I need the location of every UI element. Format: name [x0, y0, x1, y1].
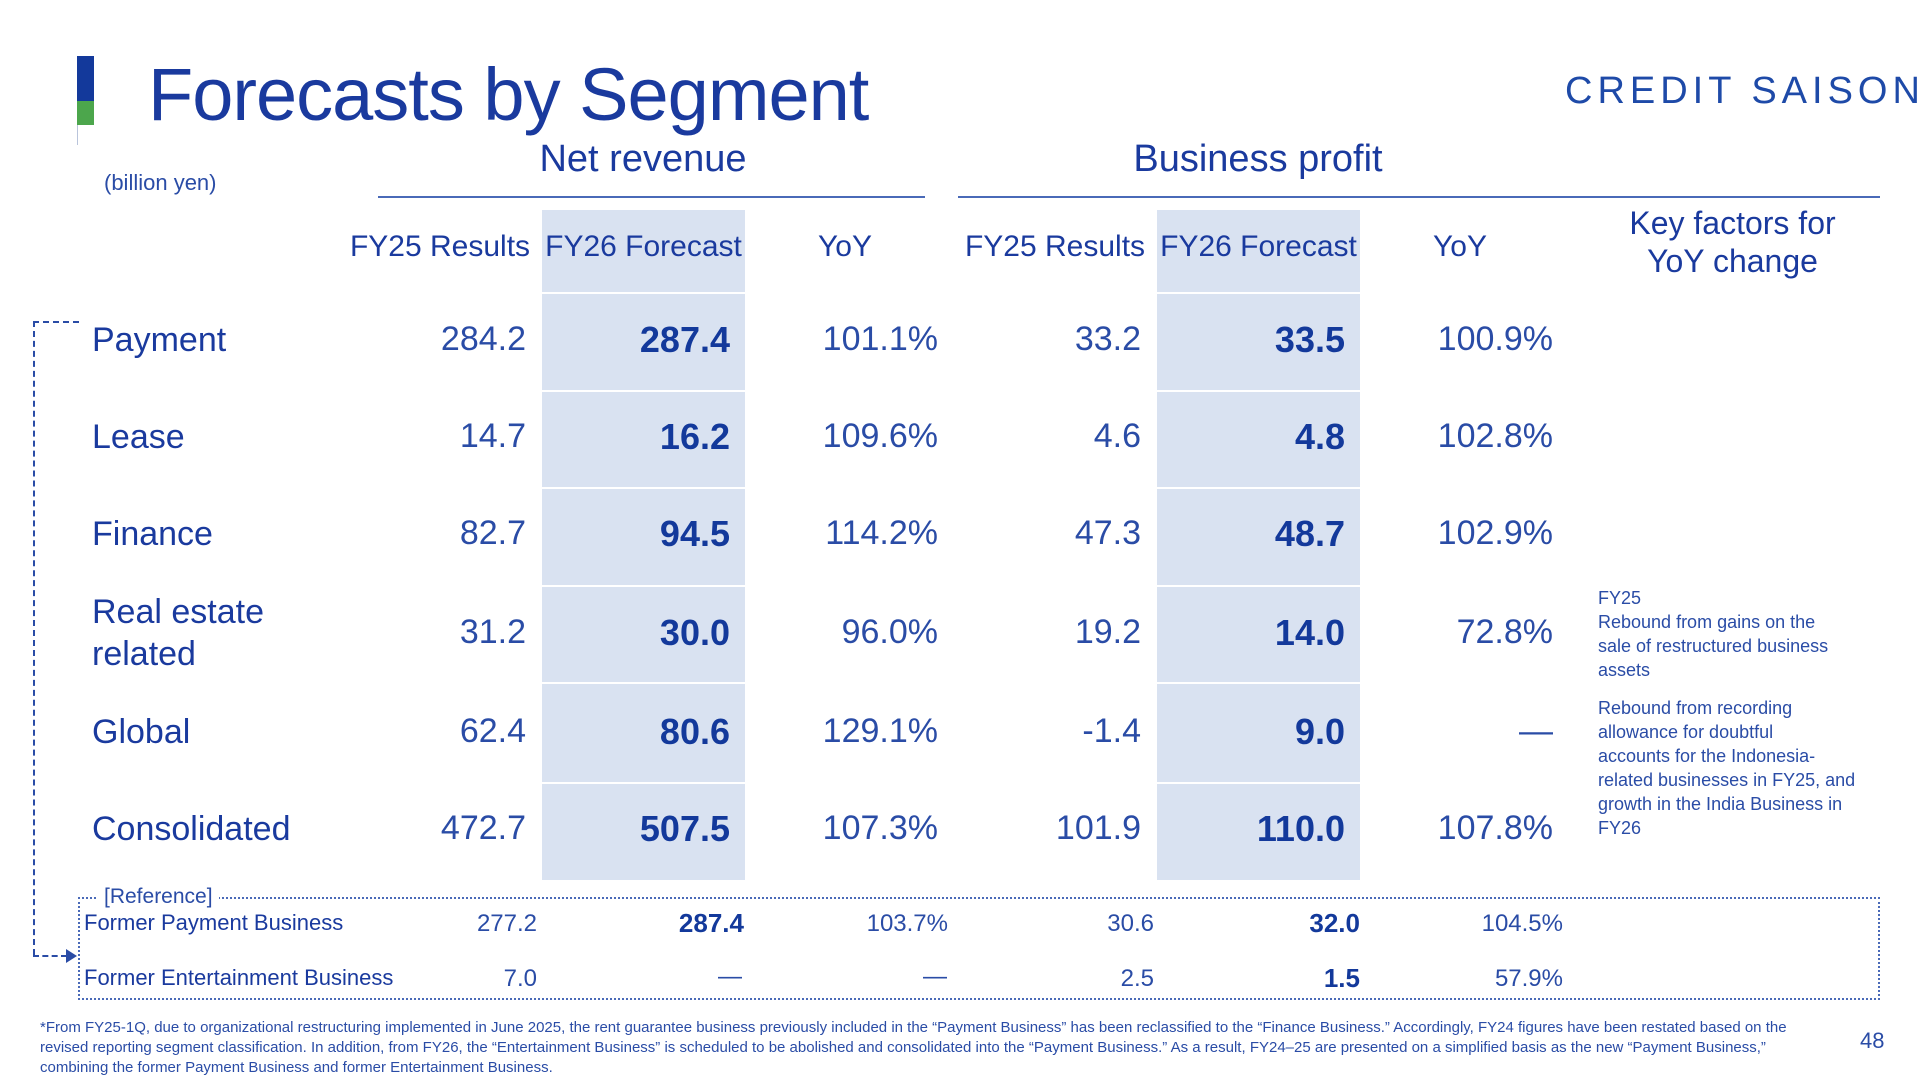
cell-nr-yoy: 101.1% [822, 320, 938, 358]
row-label-lease: Lease [92, 418, 185, 456]
cell-bp-fy25: 4.6 [1093, 417, 1141, 455]
cell-bp-fy26: 4.8 [1294, 416, 1345, 457]
title-accent-line [77, 125, 78, 145]
cell-bp-fy26: 33.5 [1274, 319, 1345, 360]
ref-cell-nr-fy25: 277.2 [476, 910, 537, 937]
cell-nr-yoy: 129.1% [822, 712, 938, 750]
ref-cell-bp-yoy: 57.9% [1494, 965, 1563, 992]
cell-bp-yoy: — [1519, 712, 1553, 750]
cell-nr-fy25: 14.7 [459, 417, 526, 455]
hl-sep [1157, 487, 1360, 489]
net-revenue-fy26-highlight [542, 210, 745, 880]
cell-bp-fy25: 19.2 [1074, 613, 1141, 651]
unit-label: (billion yen) [104, 170, 217, 195]
bracket-connector-bottom [33, 955, 67, 957]
col-bp-fy25-results: FY25 Results [964, 230, 1146, 263]
ref-cell-bp-fy25: 30.6 [1107, 910, 1154, 937]
cell-bp-fy26: 48.7 [1274, 513, 1345, 554]
brand-logo: CREDIT SAISON [1565, 70, 1920, 112]
row-label-payment: Payment [92, 321, 227, 359]
business-profit-header: Business profit [1133, 138, 1383, 180]
business-profit-fy26-highlight [1157, 210, 1360, 880]
cell-nr-fy25: 284.2 [440, 320, 526, 358]
cell-nr-fy25: 31.2 [459, 613, 526, 651]
arrow-right-icon [66, 949, 77, 963]
hl-sep [542, 487, 745, 489]
bracket-connector-top [33, 321, 79, 323]
net-revenue-header: Net revenue [539, 138, 747, 180]
ref-cell-nr-yoy: — [923, 963, 947, 990]
cell-nr-fy25: 472.7 [440, 809, 526, 847]
cell-bp-yoy: 107.8% [1437, 809, 1553, 847]
ref-cell-nr-fy26: — [718, 963, 742, 990]
key-factor-real-estate: FY25 Rebound from gains on the sale of r… [1598, 588, 1829, 680]
cell-nr-fy25: 82.7 [459, 514, 526, 552]
ref-cell-nr-fy26: 287.4 [678, 908, 744, 938]
ref-cell-nr-yoy: 103.7% [866, 910, 948, 937]
cell-bp-fy25: 47.3 [1074, 514, 1141, 552]
cell-nr-fy26: 94.5 [659, 513, 730, 554]
title-accent-bar-green [77, 101, 94, 125]
cell-bp-fy26: 110.0 [1256, 808, 1345, 849]
cell-bp-yoy: 100.9% [1437, 320, 1553, 358]
cell-bp-fy25: 101.9 [1055, 809, 1141, 847]
hl-sep [1157, 585, 1360, 587]
page-title: Forecasts by Segment [148, 53, 869, 136]
cell-nr-fy26: 16.2 [659, 416, 730, 457]
hl-sep [1157, 782, 1360, 784]
ref-cell-bp-fy26: 32.0 [1309, 908, 1360, 938]
ref-label-former-payment: Former Payment Business [84, 910, 344, 935]
hl-sep [1157, 682, 1360, 684]
col-bp-yoy: YoY [1433, 230, 1487, 263]
cell-bp-yoy: 72.8% [1456, 613, 1553, 651]
hl-sep [542, 292, 745, 294]
business-profit-underline [958, 196, 1880, 198]
cell-bp-fy25: -1.4 [1082, 712, 1141, 750]
hl-sep [1157, 390, 1360, 392]
hl-sep [542, 782, 745, 784]
cell-bp-yoy: 102.9% [1437, 514, 1553, 552]
title-accent-bar-blue [77, 56, 94, 101]
hl-sep [542, 390, 745, 392]
reference-tag: [Reference] [98, 885, 219, 909]
row-label-real-estate-related: Real estate related [92, 593, 264, 673]
net-revenue-underline [378, 196, 925, 198]
ref-label-former-entertainment: Former Entertainment Business [84, 965, 394, 990]
cell-bp-fy26: 9.0 [1294, 711, 1345, 752]
cell-nr-yoy: 109.6% [822, 417, 938, 455]
ref-cell-nr-fy25: 7.0 [503, 965, 537, 992]
page-number: 48 [1860, 1028, 1885, 1053]
hl-sep [1157, 292, 1360, 294]
col-nr-fy26-forecast: FY26 Forecast [545, 230, 742, 263]
footnote: *From FY25-1Q, due to organizational res… [40, 1019, 1787, 1076]
cell-nr-fy26: 30.0 [659, 612, 730, 653]
col-nr-fy25-results: FY25 Results [349, 230, 531, 263]
cell-bp-fy26: 14.0 [1274, 612, 1345, 653]
reference-box [78, 897, 1880, 1000]
cell-nr-fy26: 507.5 [639, 808, 730, 849]
row-label-consolidated: Consolidated [92, 810, 291, 848]
key-factor-global: Rebound from recording allowance for dou… [1598, 698, 1856, 838]
cell-bp-fy25: 33.2 [1074, 320, 1141, 358]
cell-nr-fy26: 287.4 [639, 319, 730, 360]
ref-cell-bp-yoy: 104.5% [1481, 910, 1563, 937]
col-nr-yoy: YoY [818, 230, 872, 263]
ref-cell-bp-fy26: 1.5 [1323, 963, 1360, 993]
hl-sep [542, 682, 745, 684]
col-key-factors: Key factors for YoY change [1629, 205, 1836, 279]
cell-nr-yoy: 107.3% [822, 809, 938, 847]
cell-nr-yoy: 114.2% [825, 514, 938, 552]
cell-nr-fy26: 80.6 [659, 711, 730, 752]
bracket-connector-vertical [33, 321, 35, 955]
cell-nr-fy25: 62.4 [459, 712, 526, 750]
row-label-finance: Finance [92, 515, 213, 553]
col-bp-fy26-forecast: FY26 Forecast [1160, 230, 1357, 263]
ref-cell-bp-fy25: 2.5 [1120, 965, 1154, 992]
cell-nr-yoy: 96.0% [841, 613, 938, 651]
row-label-global: Global [92, 713, 191, 751]
hl-sep [542, 585, 745, 587]
cell-bp-yoy: 102.8% [1437, 417, 1553, 455]
